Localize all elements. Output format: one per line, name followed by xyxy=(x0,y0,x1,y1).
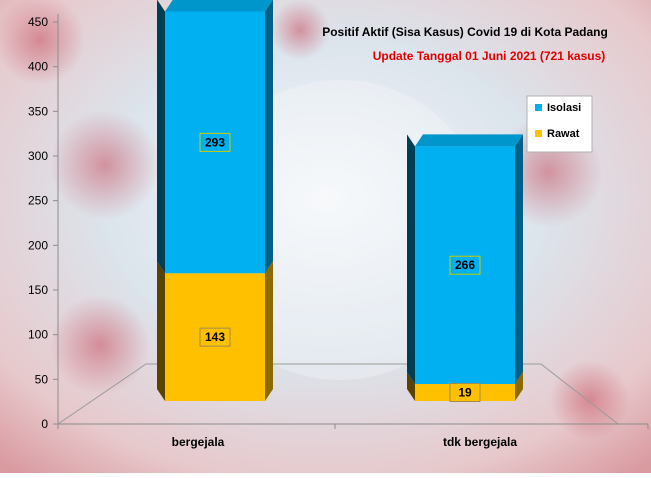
bar-back-isolasi xyxy=(407,134,415,385)
y-tick-label: 350 xyxy=(28,104,48,118)
data-labels: 143 293 19 266 xyxy=(199,132,481,403)
x-category-label: bergejala xyxy=(172,435,225,449)
virus-blob xyxy=(270,0,330,60)
bar-back-rawat xyxy=(157,261,165,401)
y-tick-label: 0 xyxy=(41,417,48,431)
data-label: 293 xyxy=(205,135,225,149)
x-category-label: tdk bergejala xyxy=(443,435,517,449)
legend: Isolasi Rawat xyxy=(526,95,593,153)
legend-swatch-rawat xyxy=(535,130,542,137)
bar-side-rawat xyxy=(515,372,523,401)
data-label: 19 xyxy=(458,386,472,400)
bar-isolasi xyxy=(165,11,265,274)
bar-side-rawat xyxy=(265,261,273,401)
y-tick-label: 300 xyxy=(28,149,48,163)
legend-label-isolasi: Isolasi xyxy=(547,102,581,114)
bar-isolasi xyxy=(415,146,515,385)
bar-rawat xyxy=(415,384,515,401)
data-label-box xyxy=(199,132,231,152)
virus-blob xyxy=(0,0,85,85)
bars xyxy=(157,0,523,401)
data-label-box xyxy=(199,327,231,347)
y-tick-label: 100 xyxy=(28,328,48,342)
bar-back-isolasi xyxy=(157,0,165,274)
legend-swatch-isolasi xyxy=(535,104,542,111)
virus-blob xyxy=(550,360,630,440)
bar-side-isolasi xyxy=(515,134,523,385)
data-label: 266 xyxy=(455,258,475,272)
data-label: 143 xyxy=(205,330,225,344)
bar-top-isolasi xyxy=(415,134,523,147)
y-tick-label: 250 xyxy=(28,194,48,208)
bar-top-isolasi xyxy=(165,0,273,12)
data-label-box xyxy=(449,383,481,403)
y-tick-label: 400 xyxy=(28,60,48,74)
legend-label-rawat: Rawat xyxy=(547,128,580,140)
bar-rawat xyxy=(165,273,265,401)
bar-back-rawat xyxy=(407,372,415,401)
chart-title: Positif Aktif (Sisa Kasus) Covid 19 di K… xyxy=(322,25,608,39)
virus-blob xyxy=(50,110,160,220)
chart-subtitle: Update Tanggal 01 Juni 2021 (721 kasus) xyxy=(373,49,606,63)
axes: 0 50 100 150 200 250 300 350 400 450 bergejala tdk … xyxy=(28,14,649,449)
virus-blob xyxy=(50,295,150,395)
y-tick-label: 200 xyxy=(28,238,48,252)
y-tick-label: 50 xyxy=(35,372,49,386)
y-tick-label: 450 xyxy=(28,15,48,29)
data-label-box xyxy=(449,255,481,275)
bar-side-isolasi xyxy=(265,0,273,274)
y-tick-label: 150 xyxy=(28,283,48,297)
